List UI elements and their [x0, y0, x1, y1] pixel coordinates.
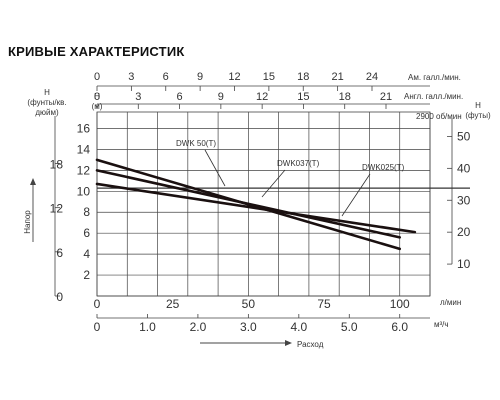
- imp-gpm-tick-label: 15: [297, 91, 309, 103]
- us-gpm-tick-label: 6: [163, 71, 169, 83]
- curves: DWK 50(T) DWK037(T) DWK025(T): [95, 139, 417, 251]
- axis-labels: Ам. галл./мин. Англ. галл./мин. 2900 об/ми…: [23, 73, 491, 349]
- psi-axis-label: H: [44, 88, 50, 97]
- head-arrow-head: [30, 178, 36, 185]
- us-gpm-tick-label: 0: [94, 71, 100, 83]
- y-tick-label: 8: [83, 205, 90, 219]
- us-gpm-tick-label: 18: [297, 71, 309, 83]
- x-tick-label: 0: [94, 297, 101, 311]
- curve-label-leader: [261, 169, 286, 198]
- imp-gpm-axis-label: Англ. галл./мин.: [404, 92, 463, 101]
- y-axis-label: H: [94, 92, 100, 101]
- us-gpm-tick-label: 12: [228, 71, 240, 83]
- m3h-tick-label: 3.0: [240, 320, 257, 334]
- feet-axis-label: (футы): [465, 111, 491, 120]
- psi-tick-label: 0: [56, 290, 63, 304]
- m3h-axis-label: м³/ч: [434, 320, 449, 329]
- y-tick-label: 4: [83, 247, 90, 261]
- y-axis-label: (м): [92, 102, 103, 111]
- curve-label-leader: [204, 149, 226, 187]
- feet-axis-label: H: [475, 101, 481, 110]
- imp-gpm-tick-label: 6: [177, 91, 183, 103]
- head-axis-label: Напор: [23, 210, 32, 234]
- us-gpm-tick-label: 3: [128, 71, 134, 83]
- speed-note: 2900 об/мин: [416, 112, 462, 121]
- curve-3: [95, 182, 417, 234]
- psi-tick-label: 6: [56, 246, 63, 260]
- psi-tick-label: 18: [50, 157, 64, 171]
- x-axis-label: л/мин: [440, 298, 461, 307]
- m3h-tick-label: 2.0: [190, 320, 207, 334]
- y-tick-label: 16: [77, 121, 91, 135]
- m3h-tick-label: 1.0: [139, 320, 156, 334]
- imp-gpm-tick-label: 12: [256, 91, 268, 103]
- psi-tick-label: 12: [50, 202, 64, 216]
- m3h-tick-label: 4.0: [290, 320, 307, 334]
- page-title: КРИВЫЕ ХАРАКТЕРИСТИК: [8, 44, 185, 59]
- y-tick-label: 10: [77, 184, 91, 198]
- curve-2: [95, 169, 402, 239]
- feet-tick-label: 40: [457, 161, 471, 175]
- y-tick-label: 6: [83, 226, 90, 240]
- plot-frame: [96, 111, 431, 297]
- imp-gpm-tick-label: 3: [135, 91, 141, 103]
- us-gpm-tick-label: 9: [197, 71, 203, 83]
- flow-axis-label: Расход: [297, 340, 324, 349]
- imp-gpm-tick-label: 18: [339, 91, 351, 103]
- curve-label: DWK037(T): [277, 159, 320, 168]
- curve-label: DWK025(T): [362, 163, 405, 172]
- imp-gpm-tick-label: 9: [218, 91, 224, 103]
- imp-gpm-tick-label: 21: [380, 91, 392, 103]
- m3h-tick-label: 0: [94, 320, 101, 334]
- grid: [30, 85, 470, 346]
- feet-tick-label: 50: [457, 129, 471, 143]
- m3h-tick-label: 5.0: [341, 320, 358, 334]
- psi-axis-label: дюйм): [35, 108, 59, 117]
- psi-axis-label: (фунты/кв.: [27, 98, 66, 107]
- x-tick-label: 25: [166, 297, 180, 311]
- feet-tick-label: 10: [457, 257, 471, 271]
- curve-label: DWK 50(T): [176, 139, 216, 148]
- us-gpm-tick-label: 15: [263, 71, 275, 83]
- feet-tick-label: 20: [457, 225, 471, 239]
- us-gpm-tick-label: 24: [366, 71, 378, 83]
- flow-arrow-head: [285, 340, 292, 346]
- x-tick-label: 100: [390, 297, 410, 311]
- y-tick-label: 14: [77, 142, 91, 156]
- y-tick-label: 12: [77, 163, 91, 177]
- curve-label-leader: [341, 173, 371, 217]
- us-gpm-tick-label: 21: [331, 71, 343, 83]
- x-tick-label: 75: [317, 297, 331, 311]
- x-tick-label: 50: [242, 297, 256, 311]
- imp-gpm-tick-label: 0: [94, 91, 100, 103]
- feet-tick-label: 30: [457, 193, 471, 207]
- us-gpm-axis-label: Ам. галл./мин.: [408, 73, 461, 82]
- m3h-tick-label: 6.0: [391, 320, 408, 334]
- y-tick-label: 2: [83, 268, 90, 282]
